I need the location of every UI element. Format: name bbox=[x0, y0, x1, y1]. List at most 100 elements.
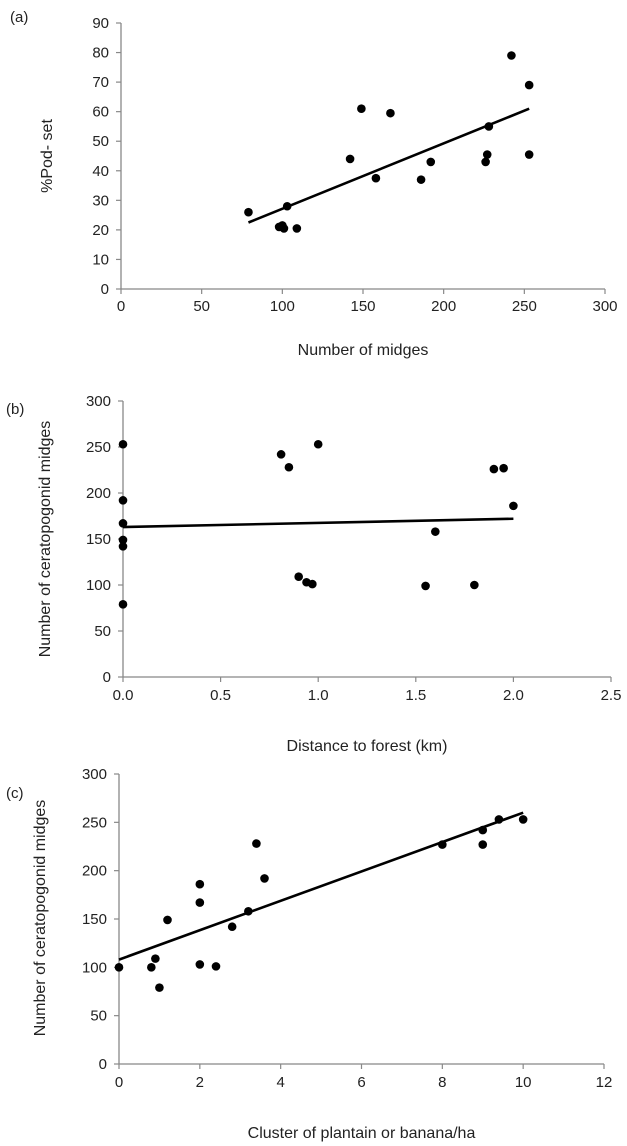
data-point bbox=[345, 154, 355, 164]
data-point bbox=[416, 175, 426, 184]
y-tick-label: 100 bbox=[82, 959, 107, 976]
panel-b: (b) 0.0 0.5 1.0 1.5 2.0 2.5 0 50 100 150 200 250 300 D… bbox=[6, 393, 621, 755]
data-point bbox=[282, 201, 292, 211]
x-axis-title: Cluster of plantain or banana/ha bbox=[248, 1125, 476, 1142]
data-point bbox=[489, 464, 499, 474]
data-point bbox=[507, 51, 516, 60]
x-tick-label: 300 bbox=[592, 298, 617, 315]
y-tick-label: 90 bbox=[92, 15, 109, 32]
data-point bbox=[163, 915, 172, 925]
x-axis-title: Distance to forest (km) bbox=[287, 738, 448, 755]
data-point bbox=[118, 519, 128, 528]
y-axis-title: Number of ceratopogonid midges bbox=[32, 800, 49, 1037]
data-point bbox=[118, 535, 128, 545]
y-tick-label: 60 bbox=[92, 104, 109, 121]
panel-a: (a) 0 50 100 150 200 250 300 0 10 20 30 40 50 60 70 80 90… bbox=[10, 9, 618, 359]
data-point bbox=[147, 963, 156, 972]
data-point bbox=[484, 122, 494, 131]
data-point bbox=[244, 906, 253, 916]
panel-c: (c) 0 2 4 6 8 10 12 0 50 100 150 200 250 300 Cluster of… bbox=[6, 766, 612, 1142]
data-point bbox=[195, 960, 205, 969]
trend-line bbox=[118, 811, 524, 961]
data-point bbox=[244, 207, 253, 217]
x-tick-label: 50 bbox=[193, 298, 210, 315]
panel-label: (b) bbox=[6, 401, 24, 418]
x-tick-label: 0.0 bbox=[113, 687, 134, 704]
y-tick-label: 80 bbox=[92, 45, 109, 62]
data-point bbox=[421, 581, 430, 591]
y-tick-label: 30 bbox=[92, 192, 109, 209]
data-point bbox=[276, 450, 286, 459]
x-tick-label: 2.5 bbox=[601, 687, 622, 704]
y-tick-label: 20 bbox=[92, 222, 109, 239]
y-tick-label: 70 bbox=[92, 74, 109, 91]
data-point bbox=[292, 224, 302, 233]
data-point bbox=[431, 527, 440, 536]
data-point bbox=[195, 879, 205, 889]
data-point bbox=[518, 815, 528, 824]
y-tick-label: 50 bbox=[90, 1008, 107, 1025]
x-tick-label: 2.0 bbox=[503, 687, 524, 704]
data-point bbox=[494, 815, 504, 824]
data-point bbox=[357, 104, 366, 114]
data-point bbox=[118, 496, 128, 505]
data-point bbox=[279, 224, 289, 233]
y-tick-label: 50 bbox=[92, 133, 109, 150]
y-tick-label: 0 bbox=[99, 1056, 107, 1073]
data-point bbox=[284, 462, 294, 472]
x-axis-title: Number of midges bbox=[298, 342, 429, 359]
x-tick-label: 1.5 bbox=[405, 687, 426, 704]
y-tick-label: 200 bbox=[86, 485, 111, 502]
x-tick-label: 2 bbox=[196, 1074, 204, 1091]
data-point bbox=[252, 839, 261, 848]
x-tick-label: 8 bbox=[438, 1074, 446, 1091]
data-point bbox=[118, 542, 128, 551]
y-axis-title: %Pod- set bbox=[39, 119, 56, 193]
data-point bbox=[509, 501, 518, 511]
data-point bbox=[151, 954, 160, 963]
panel-label: (a) bbox=[10, 9, 28, 26]
y-tick-label: 150 bbox=[82, 911, 107, 928]
x-tick-label: 6 bbox=[357, 1074, 365, 1091]
data-point bbox=[211, 962, 221, 971]
x-tick-label: 0 bbox=[115, 1074, 123, 1091]
trend-line bbox=[247, 107, 530, 224]
y-tick-label: 10 bbox=[92, 251, 109, 268]
data-point bbox=[118, 439, 128, 449]
trend-line bbox=[122, 517, 514, 529]
data-point bbox=[155, 983, 164, 992]
y-tick-label: 0 bbox=[103, 669, 111, 686]
data-point bbox=[386, 108, 395, 118]
x-tick-label: 150 bbox=[350, 298, 375, 315]
x-tick-label: 100 bbox=[270, 298, 295, 315]
x-tick-label: 10 bbox=[515, 1074, 532, 1091]
x-tick-label: 0.5 bbox=[210, 687, 231, 704]
x-tick-label: 1.0 bbox=[308, 687, 329, 704]
data-point bbox=[524, 80, 534, 90]
data-point bbox=[114, 963, 124, 972]
y-tick-label: 300 bbox=[86, 393, 111, 410]
y-tick-label: 50 bbox=[94, 623, 111, 640]
data-point bbox=[524, 150, 534, 159]
data-point bbox=[195, 898, 205, 907]
y-tick-label: 150 bbox=[86, 531, 111, 548]
data-point bbox=[260, 874, 269, 883]
data-point bbox=[482, 150, 492, 159]
data-point bbox=[470, 580, 479, 590]
data-point bbox=[118, 600, 128, 609]
data-point bbox=[499, 463, 508, 473]
x-tick-label: 4 bbox=[276, 1074, 284, 1091]
data-point bbox=[438, 840, 447, 849]
y-axis-title: Number of ceratopogonid midges bbox=[37, 421, 54, 658]
y-tick-label: 0 bbox=[101, 281, 109, 298]
panel-label: (c) bbox=[6, 785, 24, 802]
data-point bbox=[481, 157, 490, 167]
x-tick-label: 0 bbox=[117, 298, 125, 315]
y-tick-label: 200 bbox=[82, 863, 107, 880]
x-tick-label: 200 bbox=[431, 298, 456, 315]
data-point bbox=[371, 173, 381, 183]
y-tick-label: 250 bbox=[86, 439, 111, 456]
y-tick-label: 100 bbox=[86, 577, 111, 594]
data-point bbox=[478, 825, 488, 835]
